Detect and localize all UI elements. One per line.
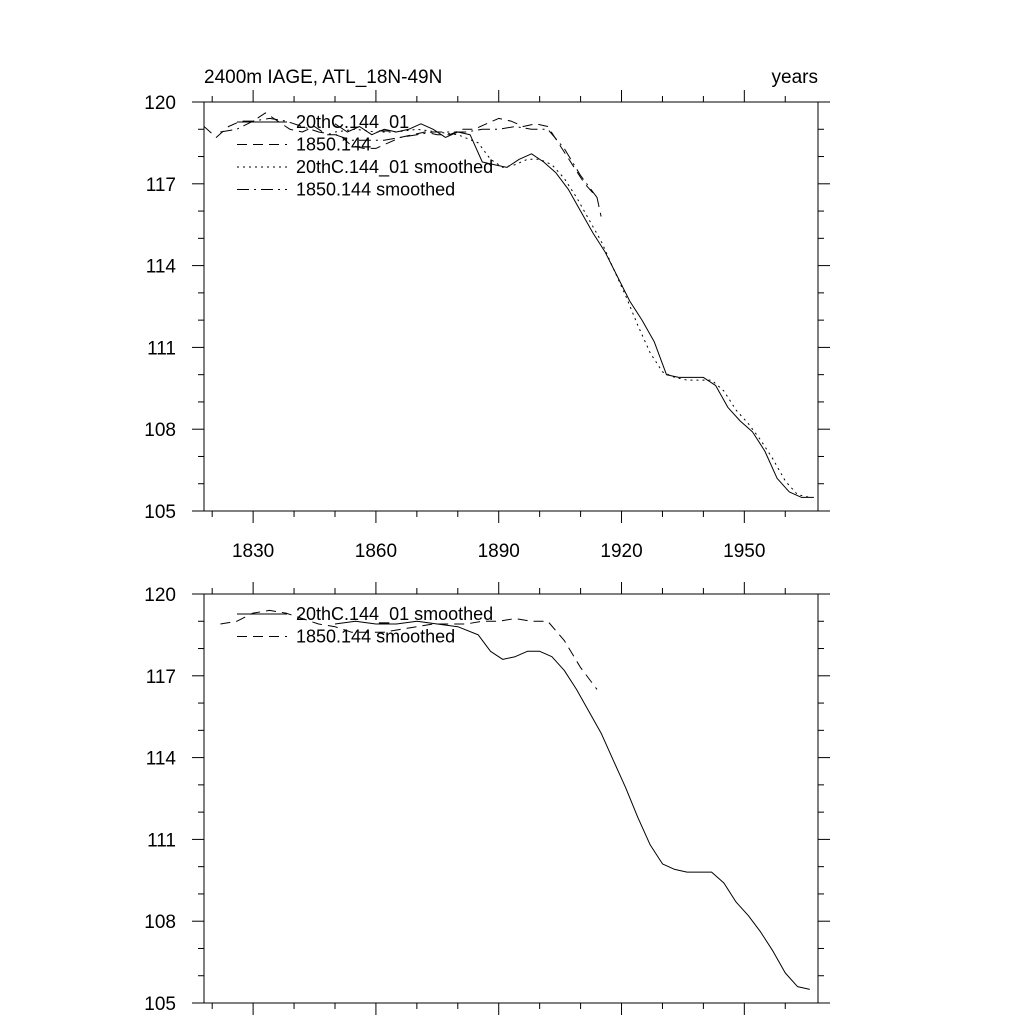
plot-frame (203, 593, 819, 1004)
x-tick-label: 1890 (478, 541, 520, 562)
legend-label: 20thC.144_01 smoothed (296, 157, 493, 178)
top-panel: 105 108 111 114 117 120 1830 1860 1890 1920 1950 24… (144, 67, 830, 562)
y-tick-label: 114 (146, 749, 177, 770)
y-tick-label: 108 (144, 420, 176, 441)
series-line-20thc-144-01-smoothed (334, 128, 810, 498)
y-tick-label: 105 (144, 994, 176, 1015)
y-tick-label: 105 (144, 502, 176, 523)
y-tick-label: 117 (146, 667, 176, 688)
series-line-20thc-144-01 (334, 123, 814, 498)
y-tick-label: 120 (144, 93, 176, 114)
x-tick-label: 1950 (723, 541, 765, 562)
plot-frame (203, 101, 819, 512)
chart-units: years (772, 67, 818, 88)
legend-label: 20thC.144_01 smoothed (296, 604, 493, 625)
series-line-1850-144-smoothed (220, 117, 598, 198)
x-tick-label: 1830 (232, 541, 274, 562)
series-line-1850-144-smoothed (220, 609, 598, 690)
legend-label: 1850.144 (296, 135, 371, 155)
y-tick-label: 111 (147, 338, 176, 359)
legend-label: 1850.144 smoothed (296, 627, 455, 647)
y-tick-label: 117 (146, 175, 176, 196)
bottom-panel: 105 108 111 114 117 120 20thC.144_01 smoothed1… (144, 582, 830, 1015)
y-tick-label: 120 (144, 585, 176, 606)
x-tick-label: 1920 (600, 541, 642, 562)
y-tick-label: 114 (146, 257, 177, 278)
y-tick-label: 111 (147, 830, 176, 851)
chart-title: 2400m IAGE, ATL_18N-49N (204, 67, 442, 88)
series-line-20thc-144-01-smoothed (334, 620, 810, 990)
legend-label: 1850.144 smoothed (296, 180, 455, 200)
x-tick-label: 1860 (355, 541, 397, 562)
y-tick-label: 108 (144, 912, 176, 933)
legend-label: 20thC.144_01 (296, 112, 409, 133)
